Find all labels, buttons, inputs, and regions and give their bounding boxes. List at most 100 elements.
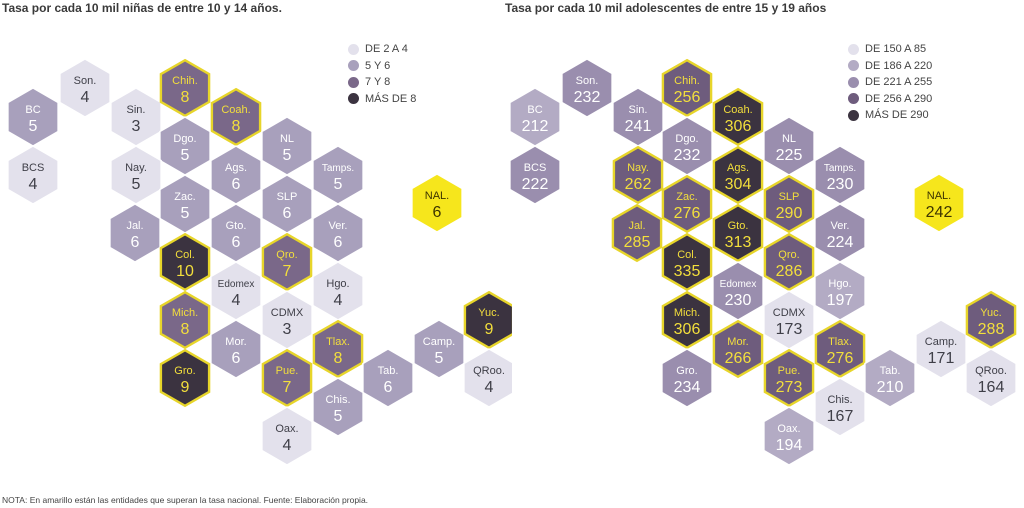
state-hex-shape — [210, 87, 262, 147]
state-abbr: Hgo. — [326, 278, 349, 290]
state-value: 232 — [674, 147, 701, 164]
state-hex-shape — [210, 319, 262, 379]
state-hex-shape — [110, 145, 162, 205]
state-hex-shape — [261, 174, 313, 234]
state-hex-ver: Ver. 224 — [814, 203, 866, 263]
state-value: 210 — [877, 379, 904, 396]
state-value: 6 — [131, 234, 140, 251]
legend-swatch — [848, 93, 859, 105]
state-abbr: Jal. — [628, 220, 645, 232]
state-hex-shape — [261, 406, 313, 466]
state-hex-shape — [814, 261, 866, 321]
state-hex-shape — [312, 261, 364, 321]
national-hex: NAL. 242 — [913, 173, 965, 233]
right-map-title: Tasa por cada 10 mil adolescentes de ent… — [505, 1, 827, 15]
state-hex-qro: Qro. 286 — [763, 232, 815, 292]
state-hex-shape — [312, 203, 364, 263]
state-hex-pue: Pue. 273 — [763, 348, 815, 408]
state-hex-oax: Oax. 4 — [261, 406, 313, 466]
legend-label: DE 256 A 290 — [865, 92, 933, 105]
state-hex-nl: NL 5 — [261, 116, 313, 176]
state-abbr: Ver. — [831, 220, 850, 232]
state-abbr: Qro. — [276, 249, 297, 261]
national-value: 242 — [926, 204, 953, 221]
state-hex-shape — [312, 145, 364, 205]
national-hex-shape — [411, 173, 463, 233]
state-hex-shape — [661, 174, 713, 234]
state-hex-shape — [109, 203, 161, 263]
state-abbr: Tamps. — [824, 163, 856, 174]
state-hex-sin: Sin. 241 — [612, 87, 664, 147]
state-value: 6 — [384, 379, 393, 396]
state-hex-dgo: Dgo. 232 — [661, 116, 713, 176]
state-value: 212 — [522, 118, 549, 135]
state-value: 276 — [827, 350, 854, 367]
legend-label: 5 Y 6 — [365, 59, 391, 72]
state-abbr: Chis. — [827, 394, 852, 406]
state-hex-jal: Jal. 6 — [109, 203, 161, 263]
state-hex-shape — [712, 319, 764, 379]
state-value: 313 — [725, 234, 752, 251]
state-value: 7 — [283, 379, 292, 396]
state-value: 266 — [725, 350, 752, 367]
state-abbr: Edomex — [218, 279, 255, 290]
state-hex-shape — [763, 406, 815, 466]
state-hex-slp: SLP 6 — [261, 174, 313, 234]
state-abbr: Mor. — [225, 336, 246, 348]
state-hex-shape — [110, 87, 162, 147]
state-hex-slp: SLP 290 — [763, 174, 815, 234]
state-abbr: Jal. — [126, 220, 143, 232]
state-value: 8 — [334, 350, 343, 367]
state-hex-tab: Tab. 6 — [362, 348, 414, 408]
state-value: 230 — [827, 176, 854, 193]
state-hex-oax: Oax. 194 — [763, 406, 815, 466]
state-hex-hgo: Hgo. 4 — [312, 261, 364, 321]
state-abbr: CDMX — [773, 307, 806, 319]
state-hex-shape — [864, 348, 916, 408]
state-abbr: Tamps. — [322, 163, 354, 174]
legend-label: DE 150 A 85 — [865, 43, 927, 56]
national-abbr: NAL. — [425, 190, 449, 202]
legend-swatch — [348, 93, 359, 105]
state-hex-chis: Chis. 167 — [814, 377, 866, 437]
legend-label: DE 186 A 220 — [865, 59, 933, 72]
state-hex-shape — [312, 377, 364, 437]
legend-label: DE 221 A 255 — [865, 76, 933, 89]
legend-item: DE 256 A 290 — [848, 91, 932, 108]
state-hex-shape — [59, 58, 111, 118]
state-hex-shape — [814, 203, 866, 263]
state-value: 7 — [283, 263, 292, 280]
state-hex-shape — [7, 145, 59, 205]
state-value: 285 — [624, 234, 651, 251]
legend-swatch — [348, 43, 359, 55]
state-abbr: Edomex — [720, 279, 757, 290]
state-value: 304 — [725, 176, 752, 193]
state-abbr: Yuc. — [478, 307, 499, 319]
state-value: 234 — [674, 379, 701, 396]
state-value: 173 — [776, 321, 803, 338]
state-hex-shape — [159, 348, 211, 408]
state-abbr: Hgo. — [828, 278, 851, 290]
state-value: 194 — [776, 437, 803, 454]
state-value: 230 — [725, 292, 752, 309]
state-abbr: NL — [782, 133, 796, 145]
state-hex-shape — [661, 290, 713, 350]
legend-swatch — [848, 60, 859, 72]
state-value: 5 — [29, 118, 38, 135]
state-hex-shape — [814, 319, 866, 379]
state-abbr: NL — [280, 133, 294, 145]
state-abbr: Son. — [74, 75, 97, 87]
state-hex-shape — [159, 116, 211, 176]
state-hex-pue: Pue. 7 — [261, 348, 313, 408]
national-value: 6 — [433, 204, 442, 221]
state-abbr: Chih. — [172, 75, 198, 87]
state-hex-mich: Mich. 306 — [661, 290, 713, 350]
state-hex-gto: Gto. 6 — [210, 203, 262, 263]
state-hex-shape — [763, 232, 815, 292]
state-hex-edomex: Edomex 230 — [712, 261, 764, 321]
state-hex-coah: Coah. 306 — [712, 87, 764, 147]
state-value: 222 — [522, 176, 549, 193]
state-abbr: Dgo. — [173, 133, 196, 145]
state-hex-shape — [312, 319, 364, 379]
state-hex-shape — [561, 58, 613, 118]
